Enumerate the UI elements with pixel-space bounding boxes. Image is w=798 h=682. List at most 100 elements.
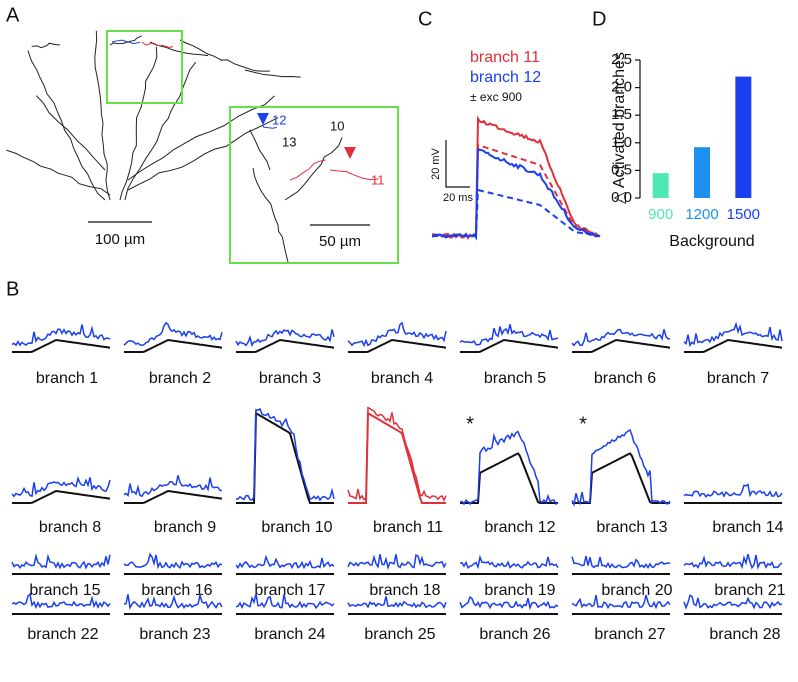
neuron-drawing — [6, 30, 301, 201]
trace — [235, 593, 335, 610]
dendrite — [244, 69, 301, 78]
trace — [459, 324, 559, 346]
asterisk: * — [466, 413, 474, 435]
dendrite — [284, 137, 343, 201]
bar — [694, 147, 710, 198]
trace — [12, 338, 111, 353]
branch-label: branch 2 — [149, 370, 211, 387]
y-tick-label: 1.5 — [611, 106, 632, 123]
dendrite — [124, 61, 197, 201]
dendrite — [329, 169, 379, 181]
x-tick-label: 900 — [648, 206, 673, 223]
dendrite — [127, 95, 275, 181]
inset-drawing — [249, 124, 379, 263]
y-tick-label: 2.0 — [611, 79, 632, 96]
trace — [571, 428, 671, 507]
trace — [459, 595, 559, 611]
branch-label: branch 16 — [141, 582, 212, 599]
dendrite — [249, 129, 271, 171]
branch-label: branch 12 — [484, 519, 555, 536]
y-tick-label: 0.5 — [611, 161, 632, 178]
branch-label: branch 22 — [27, 626, 98, 643]
branch-label: branch 3 — [259, 370, 321, 387]
dendrite — [219, 59, 270, 72]
trace — [124, 338, 223, 353]
panel-label: C — [418, 8, 432, 30]
trace — [571, 555, 671, 570]
dendrite — [252, 167, 289, 263]
x-tick-label: 1500 — [727, 206, 760, 223]
dendrite — [27, 50, 106, 201]
y-tick-label: 0.0 — [611, 189, 632, 206]
branch-label: branch 28 — [709, 626, 780, 643]
trace — [123, 552, 223, 570]
trace — [235, 554, 335, 570]
branch-label: branch 23 — [139, 626, 210, 643]
branch-label: branch 11 — [373, 519, 443, 536]
branch-label: branch 14 — [712, 519, 783, 536]
y-tick-label: 2.5 — [611, 51, 632, 68]
y-tick-label: 1.0 — [611, 134, 632, 151]
trace — [123, 321, 223, 346]
dendrite — [261, 124, 277, 129]
branch-label: 10 — [330, 118, 344, 133]
arrowhead — [257, 113, 269, 125]
trace — [459, 430, 559, 506]
dendrite — [141, 41, 174, 48]
branch-label: branch 24 — [254, 626, 325, 643]
branch-label: branch 4 — [371, 370, 433, 387]
trace — [683, 483, 783, 499]
branch-label: branch 1 — [36, 370, 98, 387]
legend-entry: branch 12 — [470, 69, 541, 86]
dendrite — [127, 117, 279, 191]
branch-label: branch 26 — [479, 626, 550, 643]
y-axis-label: △ Activated branches — [611, 52, 628, 204]
trace — [124, 489, 223, 504]
trace — [432, 188, 601, 237]
scale-label: 20 mV — [430, 147, 442, 179]
dendrite — [111, 39, 141, 45]
branch-label: branch 13 — [596, 519, 667, 536]
dendrite — [289, 159, 326, 181]
panel-label: B — [6, 278, 19, 300]
trace — [12, 489, 111, 504]
trace — [11, 475, 111, 498]
trace — [123, 475, 223, 498]
trace — [460, 452, 558, 504]
branch-label: branch 17 — [254, 582, 325, 599]
trace — [683, 321, 783, 348]
trace — [347, 596, 447, 610]
trace — [460, 338, 559, 353]
dendrite — [94, 30, 111, 201]
branch-label: branch 20 — [601, 582, 672, 599]
x-axis-label: Background — [669, 233, 754, 250]
branch-label: branch 6 — [594, 370, 656, 387]
trace — [347, 321, 447, 348]
trace — [236, 411, 334, 504]
panel-label: A — [6, 4, 20, 26]
branch-label: 13 — [282, 134, 296, 149]
bar — [652, 173, 669, 198]
branch-label: branch 5 — [484, 370, 546, 387]
trace — [432, 115, 601, 241]
x-tick-label: 1200 — [685, 206, 718, 223]
voltage-traces — [431, 115, 601, 241]
branch-label: branch 19 — [484, 582, 555, 599]
dendrite — [36, 95, 106, 171]
trace — [459, 554, 559, 570]
zoom-box — [106, 30, 183, 104]
branch-label: branch 21 — [714, 582, 785, 599]
branch-label: 11 — [371, 172, 385, 187]
dendrite — [6, 149, 111, 196]
trace — [572, 338, 671, 353]
branch-label: branch 10 — [261, 519, 332, 536]
trace — [432, 143, 601, 237]
branch-label: branch 9 — [154, 519, 216, 536]
trace — [571, 328, 671, 347]
trace — [123, 592, 223, 610]
trace — [11, 553, 111, 570]
trace — [11, 324, 111, 347]
legend-entry: branch 11 — [470, 49, 540, 66]
dendrite — [109, 35, 142, 46]
